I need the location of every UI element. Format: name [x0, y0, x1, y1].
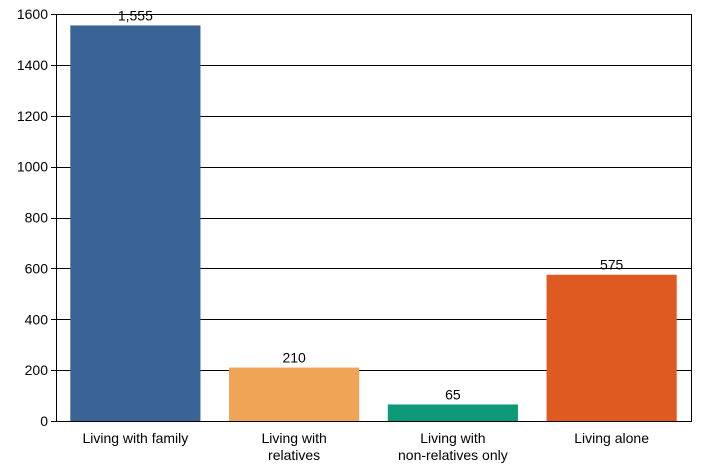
y-tick-label: 1400	[17, 57, 48, 73]
plot-frame	[56, 14, 692, 422]
category-label-line: Living with	[420, 430, 485, 446]
category-label: Living with family	[82, 430, 188, 446]
category-label-line: Living with	[261, 430, 326, 446]
category-label-line: Living with family	[82, 430, 188, 446]
data-labels: 1,555 210 65 575	[118, 7, 624, 402]
bar	[229, 367, 360, 421]
y-tick-label: 1600	[17, 6, 48, 22]
y-tick-label: 200	[25, 362, 49, 378]
category-label-line: Living alone	[574, 430, 649, 446]
data-label: 575	[600, 257, 624, 273]
data-label: 210	[282, 350, 306, 366]
bars	[70, 25, 677, 422]
bar	[70, 25, 201, 422]
category-label-line: non-relatives only	[398, 447, 508, 463]
bar	[387, 404, 518, 421]
data-label: 1,555	[118, 7, 153, 23]
bar	[546, 274, 677, 421]
category-label: Living with non-relatives only	[398, 430, 508, 463]
y-tick-label: 800	[25, 210, 49, 226]
category-label: Living alone	[574, 430, 649, 446]
x-axis-category-labels: Living with family Living with relativesLi…	[82, 430, 649, 463]
y-tick-label: 1000	[17, 159, 48, 175]
y-tick-label: 1200	[17, 108, 48, 124]
category-label: Living with relatives	[261, 430, 326, 463]
y-tick-label: 0	[40, 413, 48, 429]
y-tick-label: 400	[25, 311, 49, 327]
y-tick-label: 600	[25, 260, 49, 276]
data-label: 65	[445, 386, 461, 402]
y-axis-tick-labels: 0 200 400 600 800 1000 1200 1400 1600	[17, 6, 48, 429]
category-label-line: relatives	[268, 447, 320, 463]
